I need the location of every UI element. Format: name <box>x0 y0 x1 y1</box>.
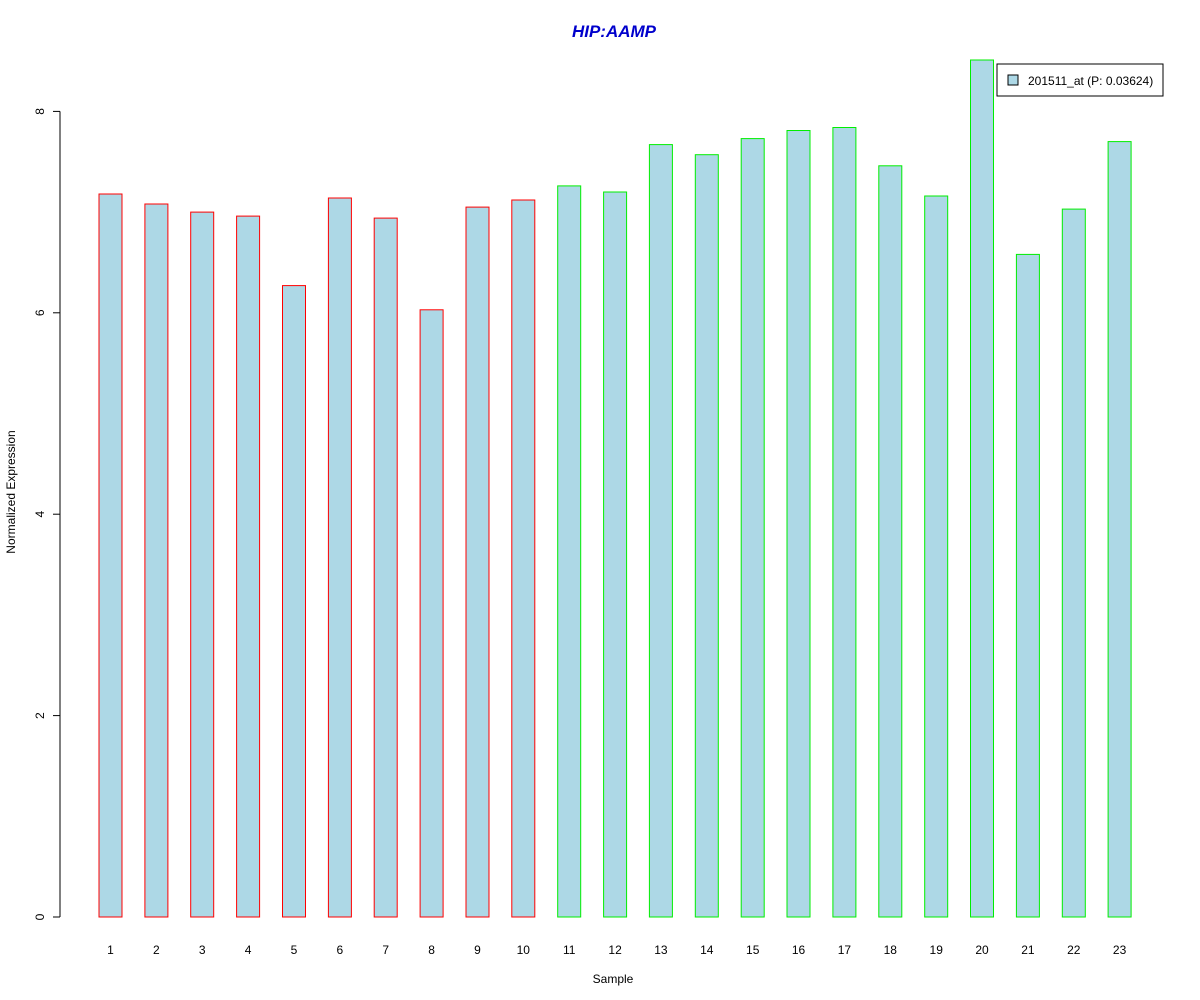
bar <box>832 127 857 918</box>
bar <box>511 199 536 918</box>
x-tick-label: 12 <box>608 943 622 957</box>
bar <box>1015 253 1040 918</box>
x-tick-label: 3 <box>199 943 206 957</box>
bar <box>373 217 398 918</box>
bar <box>190 211 215 918</box>
bar <box>327 197 352 918</box>
bar <box>970 59 994 918</box>
x-tick-label: 6 <box>337 943 344 957</box>
bar <box>236 215 261 918</box>
y-tick-label: 2 <box>33 712 47 719</box>
bar <box>740 138 765 918</box>
x-tick-label: 22 <box>1067 943 1081 957</box>
bar <box>648 144 673 918</box>
x-tick-label: 7 <box>382 943 389 957</box>
x-tick-label: 5 <box>291 943 298 957</box>
bar <box>786 130 811 918</box>
x-axis-label: Sample <box>593 972 634 986</box>
y-axis-label: Normalized Expression <box>4 430 18 553</box>
x-tick-label: 19 <box>930 943 944 957</box>
legend-box <box>996 63 1164 97</box>
x-tick-label: 20 <box>975 943 989 957</box>
bar <box>465 206 490 918</box>
x-tick-label: 2 <box>153 943 160 957</box>
y-tick-label: 4 <box>33 511 47 518</box>
bar <box>1107 141 1132 918</box>
x-tick-label: 13 <box>654 943 668 957</box>
x-tick-label: 10 <box>517 943 531 957</box>
bar <box>603 191 628 918</box>
chart-title: HIP:AAMP <box>572 22 657 41</box>
x-tick-label: 4 <box>245 943 252 957</box>
x-tick-label: 23 <box>1113 943 1127 957</box>
x-tick-label: 14 <box>700 943 714 957</box>
x-tick-labels: 1 2 3 4 5 6 7 8 9 10 11 12 13 14 15 16 17 18 19 20 21 22 23 <box>107 943 1126 957</box>
x-tick-label: 21 <box>1021 943 1035 957</box>
x-tick-label: 15 <box>746 943 760 957</box>
bar <box>1061 208 1086 918</box>
legend-swatch <box>1007 74 1019 86</box>
y-tick-label: 8 <box>33 108 47 115</box>
x-tick-label: 11 <box>563 943 576 957</box>
x-tick-label: 9 <box>474 943 481 957</box>
bar <box>282 285 306 918</box>
legend: 201511_at (P: 0.03624) <box>996 63 1164 97</box>
bar <box>924 195 949 918</box>
bar <box>694 154 719 918</box>
x-tick-label: 1 <box>107 943 114 957</box>
bar <box>98 193 123 918</box>
bar <box>878 165 903 918</box>
legend-label: 201511_at (P: 0.03624) <box>1028 74 1153 88</box>
y-tick-label: 0 <box>33 913 47 920</box>
y-axis: 0 2 4 6 8 <box>33 108 61 920</box>
bars <box>98 59 1132 918</box>
y-tick-label: 6 <box>33 309 47 316</box>
bar <box>419 309 444 918</box>
x-tick-label: 17 <box>838 943 852 957</box>
bar <box>557 185 582 918</box>
bar <box>144 203 169 918</box>
x-tick-label: 16 <box>792 943 806 957</box>
x-tick-label: 18 <box>884 943 898 957</box>
x-tick-label: 8 <box>428 943 435 957</box>
